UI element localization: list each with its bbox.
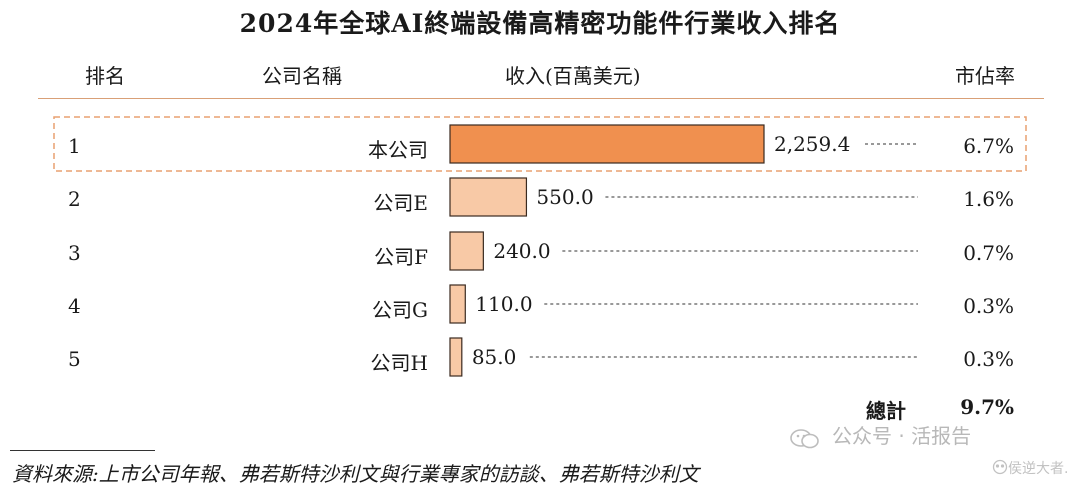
bar-value-label: 240.0 [493, 239, 550, 263]
header-company: 公司名稱 [262, 64, 342, 88]
rank-label: 4 [68, 294, 81, 318]
revenue-bar [449, 177, 528, 217]
company-label: 本公司 [368, 138, 428, 162]
total-value: 9.7% [960, 395, 1014, 419]
bar-value-label: 110.0 [475, 292, 532, 316]
company-label: 公司E [373, 191, 428, 215]
header-revenue: 收入(百萬美元) [505, 64, 641, 88]
chart-title: 2024年全球AI終端設備高精密功能件行業收入排名 [239, 9, 841, 38]
rank-label: 2 [68, 187, 81, 211]
company-label: 公司G [372, 298, 428, 322]
highlight-frame [53, 116, 1027, 172]
revenue-bar [449, 124, 765, 164]
watermark-sub: 侯逆大者. [1008, 461, 1069, 477]
revenue-bar [449, 284, 466, 324]
source-note: 資料來源:上市公司年報、弗若斯特沙利文與行業專家的訪談、弗若斯特沙利文 [12, 462, 699, 486]
rank-label: 5 [68, 347, 81, 371]
rank-label: 1 [68, 134, 81, 158]
share-label: 0.3% [963, 347, 1014, 371]
share-label: 0.3% [963, 294, 1014, 318]
wechat-icon [790, 429, 819, 449]
watermark-text: 公众号 · 活报告 [832, 424, 972, 448]
total-label: 總計 [866, 399, 906, 423]
source-divider [10, 450, 155, 451]
revenue-bar [449, 337, 463, 377]
rank-label: 3 [68, 241, 81, 265]
bar-value-label: 85.0 [472, 345, 517, 369]
bar-value-label: 2,259.4 [774, 132, 850, 156]
share-label: 0.7% [963, 241, 1014, 265]
bar-value-label: 550.0 [536, 185, 593, 209]
header-rank: 排名 [85, 64, 125, 88]
company-label: 公司F [374, 245, 428, 269]
company-label: 公司H [370, 351, 428, 375]
owl-icon [992, 459, 1008, 475]
header-divider [38, 98, 1044, 99]
share-label: 1.6% [963, 187, 1014, 211]
share-label: 6.7% [963, 134, 1014, 158]
header-share: 市佔率 [955, 64, 1015, 88]
revenue-bar [449, 231, 484, 271]
